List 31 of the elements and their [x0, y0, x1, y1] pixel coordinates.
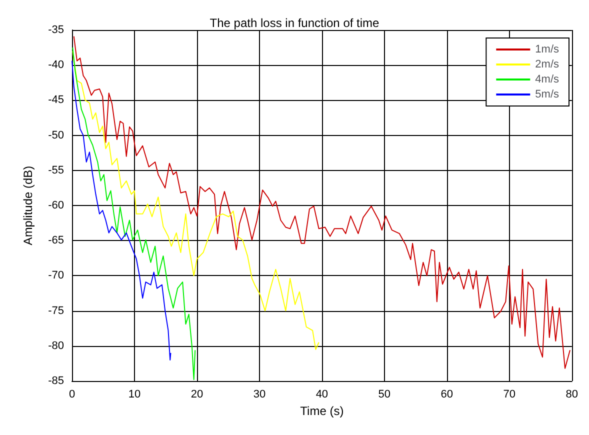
x-axis-title: Time (s): [300, 404, 344, 418]
y-tick-label: -85: [48, 375, 64, 387]
x-tick-label: 20: [190, 388, 204, 400]
x-tick-label: 0: [68, 388, 76, 400]
line-series: [72, 47, 196, 380]
x-tick-label: 10: [128, 388, 141, 400]
y-tick-label: -50: [48, 129, 64, 142]
line-series: [73, 36, 571, 369]
y-tick-label: -80: [48, 340, 64, 352]
legend-label: 5m/s: [535, 88, 560, 100]
x-tick-label: 50: [378, 388, 391, 400]
legend-label: 4m/s: [535, 74, 560, 86]
y-tick-label: -65: [48, 234, 64, 247]
legend-label: 1m/s: [535, 44, 560, 56]
chart-title: The path loss in function of time: [210, 16, 380, 30]
x-tick-label: 80: [566, 388, 578, 400]
line-series: [72, 60, 172, 360]
y-tick-label: -60: [48, 200, 64, 212]
x-tick-label: 30: [253, 388, 266, 400]
y-tick-label: -75: [48, 304, 64, 317]
x-tick-label: 60: [440, 388, 454, 400]
line-series: [72, 50, 320, 350]
y-tick-label: -40: [48, 59, 64, 72]
legend-label: 2m/s: [535, 58, 560, 70]
x-tick-label: 70: [503, 388, 516, 400]
x-tick-label: 40: [316, 388, 328, 400]
y-tick-label: -55: [48, 164, 64, 176]
y-tick-label: -35: [48, 24, 64, 36]
y-tick-label: -45: [48, 94, 64, 106]
y-tick-label: -70: [48, 270, 64, 282]
y-axis-title: Amplitude (dB): [21, 166, 35, 246]
